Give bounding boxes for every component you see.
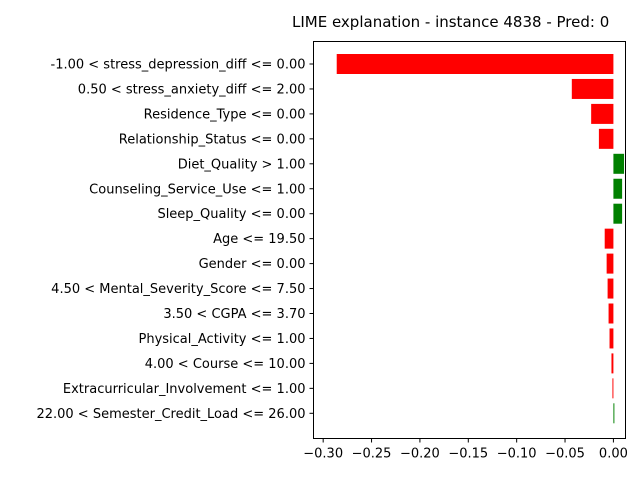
bar — [613, 403, 615, 424]
x-tick-label: 0.00 — [599, 447, 628, 462]
x-tick-label: −0.30 — [303, 447, 343, 462]
bar — [608, 303, 614, 324]
bars-group — [336, 54, 625, 424]
x-tick-label: −0.20 — [400, 447, 440, 462]
y-tick-label: -1.00 < stress_depression_diff <= 0.00 — [51, 58, 306, 73]
x-tick-label: −0.15 — [448, 447, 488, 462]
y-tick-label: Extracurricular_Involvement <= 1.00 — [63, 382, 306, 397]
bar — [609, 328, 614, 349]
x-tick-label: −0.25 — [352, 447, 392, 462]
y-tick-label: 0.50 < stress_anxiety_diff <= 2.00 — [78, 82, 306, 97]
y-labels-group: -1.00 < stress_depression_diff <= 0.00 0.… — [36, 58, 314, 422]
bar — [598, 128, 614, 149]
bar — [613, 203, 623, 224]
bar — [607, 278, 614, 299]
x-tick-label: −0.10 — [497, 447, 537, 462]
y-tick-label: Sleep_Quality <= 0.00 — [157, 207, 305, 222]
plot-frame — [313, 41, 626, 439]
bar — [612, 378, 614, 399]
bar — [606, 253, 614, 274]
y-tick-label: Diet_Quality > 1.00 — [178, 157, 306, 172]
y-tick-label: Age <= 19.50 — [213, 232, 305, 247]
bar — [336, 54, 614, 74]
bar — [613, 178, 623, 199]
chart-title: LIME explanation - instance 4838 - Pred:… — [292, 13, 609, 31]
y-tick-label: Gender <= 0.00 — [199, 257, 306, 272]
x-tick-label: −0.05 — [545, 447, 585, 462]
y-tick-label: Residence_Type <= 0.00 — [144, 107, 306, 122]
bar — [611, 353, 614, 374]
bar — [591, 103, 614, 124]
y-tick-label: Counseling_Service_Use <= 1.00 — [89, 182, 305, 197]
y-tick-label: 3.50 < CGPA <= 3.70 — [163, 307, 305, 322]
bar — [604, 228, 614, 249]
bar — [571, 78, 614, 99]
y-tick-label: 4.50 < Mental_Severity_Score <= 7.50 — [51, 282, 305, 297]
bar — [613, 153, 625, 174]
y-tick-label: Relationship_Status <= 0.00 — [119, 132, 306, 147]
y-tick-label: 4.00 < Course <= 10.00 — [145, 357, 306, 372]
x-axis-group: −0.30 −0.25 −0.20 −0.15 −0.10 −0.05 0.00 — [303, 438, 628, 462]
y-tick-label: 22.00 < Semester_Credit_Load <= 26.00 — [36, 407, 305, 422]
y-tick-label: Physical_Activity <= 1.00 — [139, 332, 306, 347]
